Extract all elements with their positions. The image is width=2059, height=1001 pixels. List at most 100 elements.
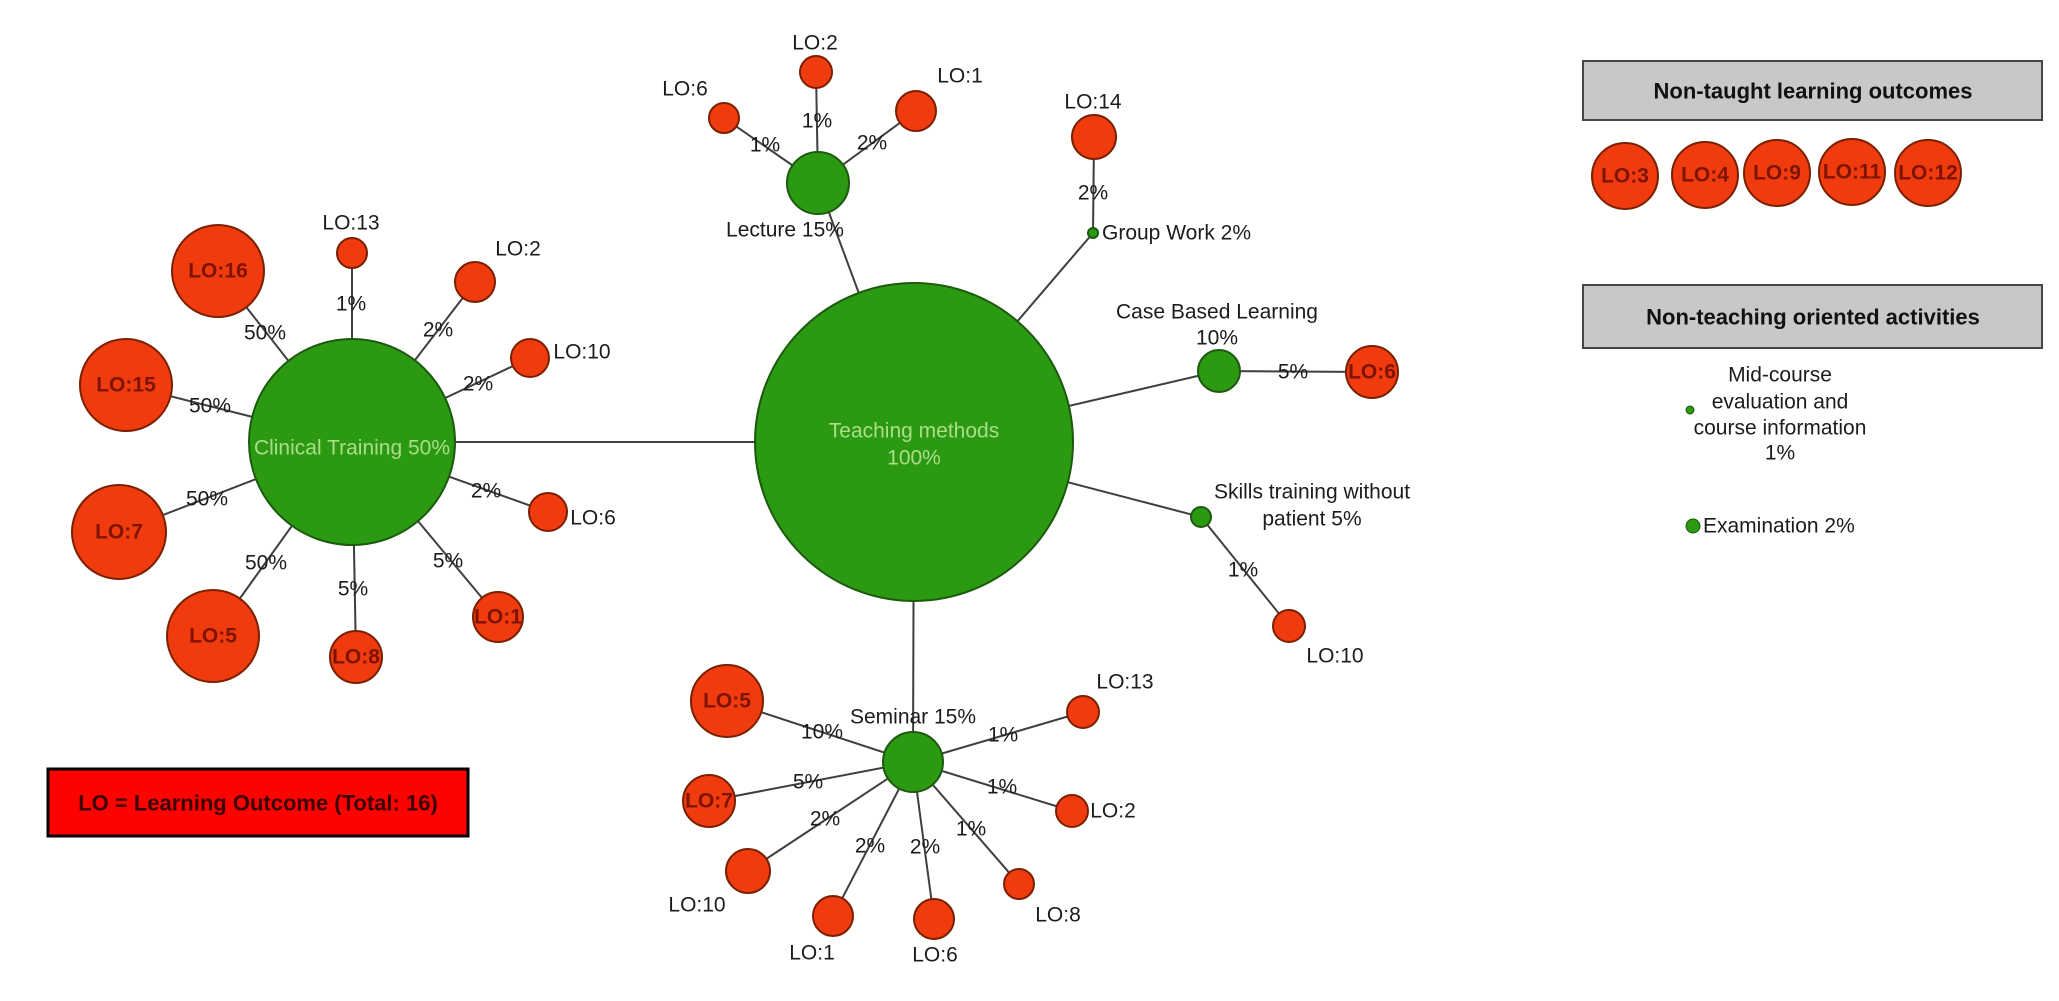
- label-seminar-lo13-label: LO:13: [1096, 671, 1153, 694]
- node-lecture-lo6: [708, 102, 740, 134]
- label-pct-lecture-lo1: 2%: [857, 132, 887, 155]
- label-cbl-lo6-label: LO:6: [1348, 361, 1396, 384]
- label-pct-clinical-lo15: 50%: [189, 395, 231, 418]
- node-teaching-methods: [754, 282, 1074, 602]
- label-pct-seminar-lo8: 1%: [956, 818, 986, 841]
- label-seminar-lo6-label: LO:6: [912, 944, 958, 967]
- edge-skills-lo10: [1200, 516, 1290, 627]
- label-pct-clinical-lo2: 2%: [423, 319, 453, 342]
- node-legend-lo11: [1818, 138, 1886, 206]
- label-pct-seminar-lo13: 1%: [988, 724, 1018, 747]
- node-seminar-lo1: [812, 895, 854, 937]
- label-teaching-methods-line2: 100%: [887, 447, 941, 470]
- label-legend-lo12-label: LO:12: [1898, 162, 1958, 185]
- label-clinical-lo7-label: LO:7: [95, 521, 143, 544]
- label-teaching-methods-line1: Teaching methods: [829, 420, 999, 443]
- label-clinical-lo5-label: LO:5: [189, 625, 237, 648]
- label-pct-seminar-lo5: 10%: [801, 721, 843, 744]
- node-legend-lo4: [1671, 141, 1739, 209]
- label-clinical-lo16-label: LO:16: [188, 260, 248, 283]
- label-pct-clinical-lo8: 5%: [338, 578, 368, 601]
- label-lecture-lo2-label: LO:2: [792, 32, 838, 55]
- mid-course-dot-icon: [1685, 405, 1695, 415]
- node-clinical-training: [248, 338, 456, 546]
- label-pct-seminar-lo1: 2%: [855, 835, 885, 858]
- node-legend-lo12: [1894, 139, 1962, 207]
- node-clinical-lo7: [71, 484, 167, 580]
- label-pct-seminar-lo10: 2%: [810, 808, 840, 831]
- node-seminar-lo5: [690, 664, 764, 738]
- node-seminar-lo10: [725, 848, 771, 894]
- label-lecture-lo6-label: LO:6: [662, 78, 708, 101]
- node-clinical-lo6: [528, 492, 568, 532]
- note-box-rect: [46, 767, 470, 838]
- node-seminar-lo7: [682, 774, 736, 828]
- legend-non-teaching-title: Non-teaching oriented activities: [1646, 305, 1980, 330]
- label-clinical-lo1-label: LO:1: [474, 606, 522, 629]
- label-clinical-training-label: Clinical Training 50%: [254, 437, 450, 460]
- label-lecture-label: Lecture 15%: [726, 219, 844, 242]
- label-pct-clinical-lo10: 2%: [463, 373, 493, 396]
- node-groupwork-lo14: [1071, 114, 1117, 160]
- node-lecture-lo2: [799, 55, 833, 89]
- label-pct-lecture-lo2: 1%: [802, 110, 832, 133]
- label-skills-label-line1: Skills training without: [1214, 481, 1410, 504]
- node-legend-lo9: [1743, 139, 1811, 207]
- node-clinical-lo1: [472, 591, 524, 643]
- label-legend-lo9-label: LO:9: [1753, 162, 1801, 185]
- edge-seminar-lo10: [747, 761, 914, 872]
- label-seminar-lo2-label: LO:2: [1090, 800, 1136, 823]
- node-skills-training: [1190, 506, 1212, 528]
- examination-label: Examination 2%: [1703, 515, 1855, 538]
- label-skills-lo10-label: LO:10: [1306, 645, 1363, 668]
- label-pct-clinical-lo16: 50%: [244, 322, 286, 345]
- label-pct-cbl-lo6: 5%: [1278, 361, 1308, 384]
- node-clinical-lo5: [166, 589, 260, 683]
- mid-course-line1: Mid-course: [1728, 364, 1832, 387]
- node-clinical-lo8: [329, 630, 383, 684]
- labels-layer: Teaching methods 100% Clinical Training 50…: [95, 32, 1958, 967]
- node-lecture-lo1: [895, 90, 937, 132]
- mid-course-line4: 1%: [1765, 442, 1795, 465]
- legend-non-taught-box: [1582, 60, 2043, 121]
- node-clinical-lo10: [510, 338, 550, 378]
- node-case-based-learning: [1197, 349, 1241, 393]
- label-pct-clinical-lo13: 1%: [336, 293, 366, 316]
- node-skills-lo10: [1272, 609, 1306, 643]
- node-seminar-lo8: [1003, 868, 1035, 900]
- label-pct-skills-lo10: 1%: [1228, 559, 1258, 582]
- node-seminar-lo6: [913, 898, 955, 940]
- label-pct-groupwork-lo14: 2%: [1078, 182, 1108, 205]
- label-clinical-lo13-label: LO:13: [322, 212, 379, 235]
- label-seminar-lo8-label: LO:8: [1035, 904, 1081, 927]
- label-pct-clinical-lo7: 50%: [186, 488, 228, 511]
- label-pct-seminar-lo6: 2%: [910, 836, 940, 859]
- node-lecture: [786, 151, 850, 215]
- label-seminar-lo10-label: LO:10: [668, 894, 725, 917]
- node-cbl-lo6: [1345, 345, 1399, 399]
- label-clinical-lo10-label: LO:10: [553, 341, 610, 364]
- node-clinical-lo13: [336, 237, 368, 269]
- note-box: LO = Learning Outcome (Total: 16): [46, 767, 470, 838]
- label-pct-seminar-lo7: 5%: [793, 771, 823, 794]
- label-skills-label-line2: patient 5%: [1262, 508, 1361, 531]
- label-pct-clinical-lo6: 2%: [471, 480, 501, 503]
- label-seminar-lo5-label: LO:5: [703, 690, 751, 713]
- node-group-work: [1087, 227, 1099, 239]
- examination-dot-icon: [1685, 518, 1701, 534]
- node-clinical-lo2: [454, 261, 496, 303]
- label-pct-clinical-lo5: 50%: [245, 552, 287, 575]
- legend-non-teaching-box: [1582, 284, 2043, 349]
- legend-non-taught: Non-taught learning outcomes: [1582, 60, 2043, 121]
- edge-seminar-lo7: [708, 761, 914, 802]
- label-lecture-lo1-label: LO:1: [937, 65, 983, 88]
- label-seminar-label: Seminar 15%: [850, 706, 976, 729]
- label-clinical-lo8-label: LO:8: [332, 646, 380, 669]
- label-pct-lecture-lo6: 1%: [750, 134, 780, 157]
- label-seminar-lo1-label: LO:1: [789, 942, 835, 965]
- nodes-layer: [71, 55, 1962, 940]
- legend-non-taught-title: Non-taught learning outcomes: [1654, 79, 1973, 104]
- note-box-label: LO = Learning Outcome (Total: 16): [78, 791, 438, 816]
- label-groupwork-label: Group Work 2%: [1102, 222, 1251, 245]
